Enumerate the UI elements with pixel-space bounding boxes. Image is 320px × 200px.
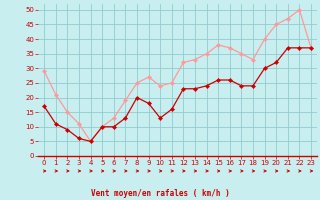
Text: Vent moyen/en rafales ( km/h ): Vent moyen/en rafales ( km/h ) [91, 189, 229, 198]
